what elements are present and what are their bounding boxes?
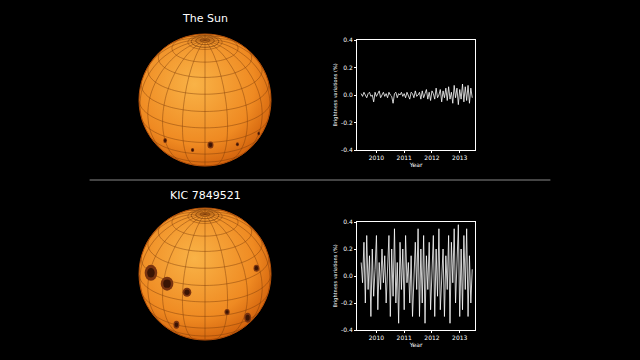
svg-text:-0.4: -0.4 bbox=[341, 146, 353, 153]
svg-text:2013: 2013 bbox=[452, 154, 467, 161]
svg-text:2011: 2011 bbox=[397, 154, 412, 161]
svg-text:0.4: 0.4 bbox=[343, 36, 353, 43]
svg-text:0.4: 0.4 bbox=[343, 218, 353, 225]
svg-text:Year: Year bbox=[409, 161, 423, 168]
svg-text:0.2: 0.2 bbox=[343, 64, 353, 71]
svg-text:The Sun: The Sun bbox=[182, 12, 228, 25]
svg-text:Brightness variations (%): Brightness variations (%) bbox=[332, 63, 339, 126]
svg-text:Year: Year bbox=[409, 341, 423, 348]
svg-text:-0.2: -0.2 bbox=[341, 299, 353, 306]
svg-text:2010: 2010 bbox=[369, 154, 384, 161]
svg-text:2012: 2012 bbox=[424, 154, 439, 161]
svg-text:-0.4: -0.4 bbox=[341, 326, 353, 333]
svg-text:0.2: 0.2 bbox=[343, 245, 353, 252]
svg-text:KIC 7849521: KIC 7849521 bbox=[170, 189, 241, 202]
svg-text:-0.2: -0.2 bbox=[341, 119, 353, 126]
svg-text:2010: 2010 bbox=[369, 334, 384, 341]
svg-text:2013: 2013 bbox=[452, 334, 467, 341]
svg-text:Brightness variations (%): Brightness variations (%) bbox=[332, 244, 339, 307]
svg-text:2012: 2012 bbox=[424, 334, 439, 341]
svg-text:0.0: 0.0 bbox=[343, 91, 353, 98]
svg-text:0.0: 0.0 bbox=[343, 272, 353, 279]
svg-text:2011: 2011 bbox=[397, 334, 412, 341]
